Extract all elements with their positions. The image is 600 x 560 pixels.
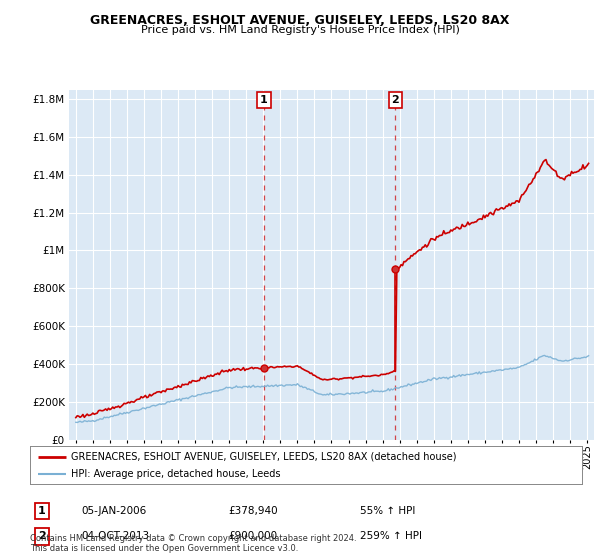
- Text: 1: 1: [38, 506, 46, 516]
- Text: 05-JAN-2006: 05-JAN-2006: [81, 506, 146, 516]
- Text: GREENACRES, ESHOLT AVENUE, GUISELEY, LEEDS, LS20 8AX: GREENACRES, ESHOLT AVENUE, GUISELEY, LEE…: [91, 14, 509, 27]
- Text: HPI: Average price, detached house, Leeds: HPI: Average price, detached house, Leed…: [71, 469, 281, 479]
- Text: £900,000: £900,000: [228, 531, 277, 542]
- Text: Price paid vs. HM Land Registry's House Price Index (HPI): Price paid vs. HM Land Registry's House …: [140, 25, 460, 35]
- Text: 1: 1: [260, 95, 268, 105]
- Text: 259% ↑ HPI: 259% ↑ HPI: [360, 531, 422, 542]
- Text: 2: 2: [392, 95, 399, 105]
- Text: £378,940: £378,940: [228, 506, 278, 516]
- Text: Contains HM Land Registry data © Crown copyright and database right 2024.
This d: Contains HM Land Registry data © Crown c…: [30, 534, 356, 553]
- Text: 04-OCT-2013: 04-OCT-2013: [81, 531, 149, 542]
- Text: GREENACRES, ESHOLT AVENUE, GUISELEY, LEEDS, LS20 8AX (detached house): GREENACRES, ESHOLT AVENUE, GUISELEY, LEE…: [71, 451, 457, 461]
- Text: 2: 2: [38, 531, 46, 542]
- Text: 55% ↑ HPI: 55% ↑ HPI: [360, 506, 415, 516]
